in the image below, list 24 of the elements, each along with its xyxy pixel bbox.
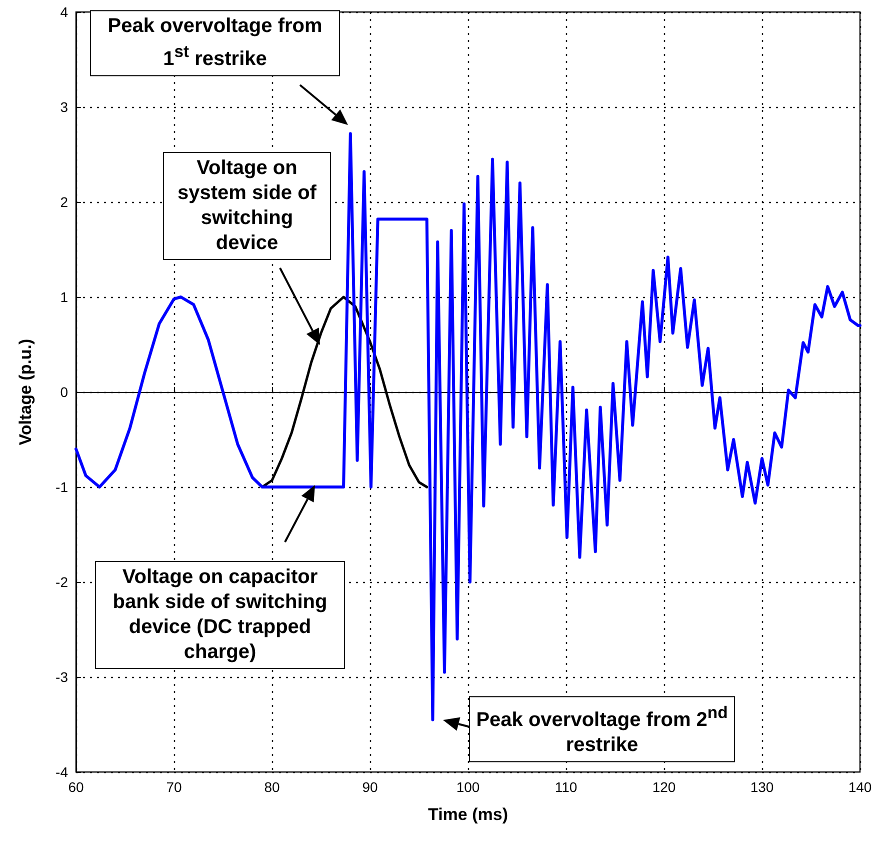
annotation: Voltage on system side of switching device xyxy=(163,152,331,260)
y-tick-label: 3 xyxy=(60,99,68,115)
text: Peak overvoltage from 2$^{nd}$ restrike xyxy=(476,703,728,756)
x-tick-label: 60 xyxy=(68,779,84,795)
x-tick-label: 80 xyxy=(264,779,280,795)
y-tick-label: 4 xyxy=(60,4,68,20)
y-tick-label: 0 xyxy=(60,384,68,400)
x-tick-label: 140 xyxy=(848,779,872,795)
x-tick-label: 90 xyxy=(362,779,378,795)
x-tick-label: 120 xyxy=(652,779,676,795)
x-tick-label: 100 xyxy=(456,779,480,795)
y-tick-label: -1 xyxy=(56,479,68,495)
y-tick-label: 1 xyxy=(60,289,68,305)
x-tick-label: 70 xyxy=(166,779,182,795)
x-tick-label: 110 xyxy=(554,779,578,795)
y-tick-label: -2 xyxy=(56,574,68,590)
y-axis-title: Voltage (p.u.) xyxy=(16,338,35,446)
x-axis-title: Time (ms) xyxy=(428,805,508,824)
annotation: Peak overvoltage from 1$^{st}$ restrike xyxy=(90,10,340,76)
y-tick-label: -4 xyxy=(56,764,68,780)
x-tick-label: 130 xyxy=(750,779,774,795)
annotation: Voltage on capacitor bank side of switching device (DC trapped charge) xyxy=(95,561,345,669)
y-tick-label: -3 xyxy=(56,669,68,685)
y-tick-label: 2 xyxy=(60,194,68,210)
